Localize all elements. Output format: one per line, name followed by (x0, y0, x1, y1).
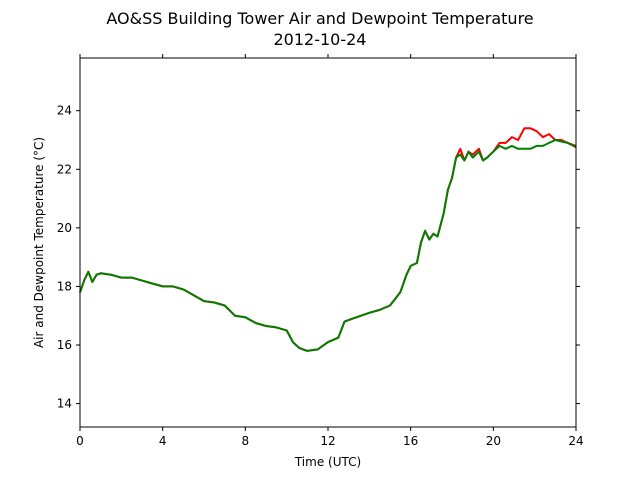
x-axis-label: Time (UTC) (294, 455, 361, 469)
plot-frame (79, 57, 577, 428)
ticks-layer: 0 4 8 12 16 20 24 14 16 18 20 22 24 (57, 54, 584, 448)
y-tick-label-2: 18 (57, 279, 72, 293)
y-tick-label-1: 16 (57, 338, 72, 352)
series-layer (79, 127, 577, 352)
x-tick-label-1: 4 (159, 434, 167, 448)
x-tick-label-0: 0 (76, 434, 84, 448)
x-tick-label-4: 16 (403, 434, 418, 448)
series-line-red (79, 127, 577, 352)
series-line-green (79, 139, 577, 352)
y-tick-label-0: 14 (57, 397, 72, 411)
y-tick-label-3: 20 (57, 221, 72, 235)
x-tick-label-2: 8 (242, 434, 250, 448)
y-tick-label-4: 22 (57, 162, 72, 176)
y-tick-label-5: 24 (57, 104, 72, 118)
x-tick-label-5: 20 (486, 434, 501, 448)
x-tick-label-3: 12 (320, 434, 335, 448)
y-axis-label: Air and Dewpoint Temperature (°C) (32, 137, 46, 348)
chart-title: AO&SS Building Tower Air and Dewpoint Te… (106, 9, 533, 28)
x-tick-label-6: 24 (568, 434, 583, 448)
chart-subtitle: 2012-10-24 (274, 30, 367, 49)
